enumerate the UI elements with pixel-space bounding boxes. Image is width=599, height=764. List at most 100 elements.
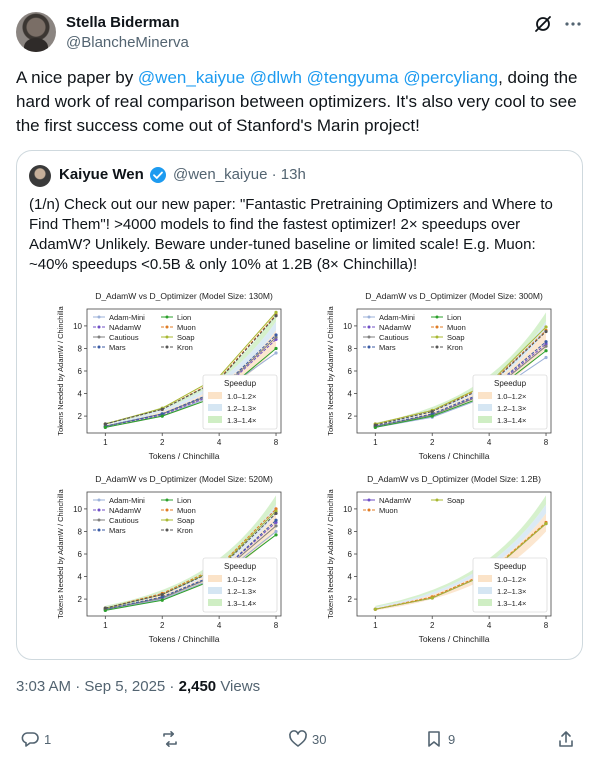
quoted-tweet[interactable]: Kaiyue Wen @wen_kaiyue · 13h (1/n) Check… [16,150,583,660]
data-point [103,606,107,610]
legend-marker [165,498,169,502]
data-point [274,518,278,522]
series-line [105,513,277,609]
legend-label: Soap [177,516,195,525]
quoted-author-name[interactable]: Kaiyue Wen [59,166,144,183]
mention-link[interactable]: @tengyuma [306,68,399,87]
tweet-text-segment: A nice paper by [16,68,138,87]
data-point [274,524,278,528]
data-point [160,598,164,602]
speedup-legend-label: 1.3–1.4× [497,599,526,608]
reply-button[interactable]: 1 [20,724,51,754]
legend-label: NAdamW [109,323,142,332]
series-line [375,326,547,425]
legend-label: Lion [177,313,191,322]
legend-label: Lion [447,313,461,322]
data-point [544,342,548,346]
tweet-text-segment: , doing the hard work of real comparison… [16,68,578,135]
data-point [160,595,164,599]
legend-label: Lion [177,496,191,505]
speedup-legend-swatch [478,575,492,582]
speedup-legend-swatch [478,587,492,594]
y-tick-label: 10 [73,505,82,514]
x-tick-label: 8 [544,621,549,630]
speedup-legend-title: Speedup [224,379,257,388]
tweet-text: A nice paper by @wen_kaiyue @dlwh @tengy… [16,66,583,138]
y-tick-label: 6 [348,367,353,376]
legend-marker [435,345,439,349]
legend-marker [165,528,169,532]
share-button[interactable] [556,724,576,754]
speedup-legend-swatch [478,416,492,423]
legend-marker [97,498,101,502]
like-icon [289,730,307,747]
y-tick-label: 8 [78,344,83,353]
legend-label: NAdamW [379,496,412,505]
speedup-legend-swatch [208,575,222,582]
x-tick-label: 1 [103,621,108,630]
bookmark-button[interactable]: 9 [424,724,455,754]
data-point [544,349,548,353]
mention-link[interactable]: @wen_kaiyue [137,68,245,87]
like-button[interactable]: 30 [288,724,326,754]
timestamp[interactable]: 3:03 AM · Sep 5, 2025 · [16,678,179,695]
verified-icon [150,167,166,183]
y-tick-label: 8 [348,527,353,536]
legend-marker [367,345,371,349]
legend-marker [435,325,439,329]
legend-marker [367,315,371,319]
data-point [160,407,164,411]
chart-300m: D_AdamW vs D_Optimizer (Model Size: 300M… [326,291,552,461]
series-line [105,334,277,427]
legend-label: Mars [109,526,126,535]
legend-marker [97,315,101,319]
legend-label: Soap [177,333,195,342]
mention-link[interactable]: @percyliang [403,68,499,87]
data-point [103,422,107,426]
speedup-legend-swatch [208,392,222,399]
legend-marker [367,498,371,502]
y-tick-label: 8 [348,344,353,353]
speedup-legend-box [472,374,548,430]
speedup-legend-box [472,557,548,613]
legend-label: Cautious [109,333,139,342]
legend-marker [435,315,439,319]
avatar[interactable] [16,12,56,52]
reply-count: 1 [44,731,52,747]
speedup-legend-label: 1.2–1.3× [497,587,526,596]
x-tick-label: 4 [217,438,222,447]
reply-icon [21,732,39,747]
mention-link[interactable]: @dlwh [249,68,302,87]
legend-marker [435,498,439,502]
data-point [274,351,278,355]
grok-icon[interactable] [533,14,553,34]
series-line [105,339,277,427]
legend-marker [97,325,101,329]
series-line [105,531,277,611]
legend-label: Muon [379,506,398,515]
quoted-avatar[interactable] [29,165,51,187]
x-tick-label: 8 [274,438,279,447]
chart-figure[interactable]: D_AdamW vs D_Optimizer (Model Size: 130M… [29,283,569,649]
x-tick-label: 1 [373,621,378,630]
bookmark-count: 9 [448,731,456,747]
repost-button[interactable] [160,724,184,754]
data-point [544,344,548,348]
author-name[interactable]: Stella Biderman [66,14,180,31]
author-handle[interactable]: @BlancheMinerva [66,34,189,51]
speedup-legend-swatch [478,404,492,411]
legend-marker [367,508,371,512]
series-line [375,350,547,428]
bookmark-icon [428,731,440,747]
series-line [375,522,547,610]
more-icon[interactable] [563,14,583,34]
y-axis-label: Tokens Needed by AdamW / Chinchilla [326,489,335,619]
y-tick-label: 10 [343,322,352,331]
y-tick-label: 4 [348,573,353,582]
series-line [105,312,277,425]
tweet-meta: 3:03 AM · Sep 5, 2025 · 2,450 Views [16,678,260,695]
x-tick-label: 1 [103,438,108,447]
chart-title: D_AdamW vs D_Optimizer (Model Size: 300M… [365,291,543,301]
data-point [160,414,164,418]
data-point [274,310,278,314]
